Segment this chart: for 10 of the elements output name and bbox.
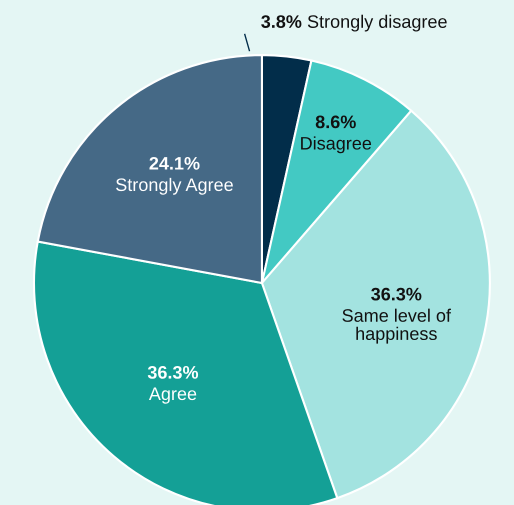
- slice-label: Disagree: [301, 136, 372, 154]
- slice-label: Same level of happiness: [342, 308, 452, 344]
- data-label: 8.6%: [316, 115, 356, 128]
- slice-label: Agree: [148, 388, 196, 404]
- data-label: 36.3%: [148, 366, 198, 379]
- data-label: 24.1%: [149, 156, 200, 170]
- data-label: 36.3%: [371, 288, 422, 301]
- slice-label: Strongly disagree: [308, 14, 447, 32]
- data-label: 3.8%: [261, 15, 302, 28]
- slice-label: Strongly Agree: [116, 178, 233, 195]
